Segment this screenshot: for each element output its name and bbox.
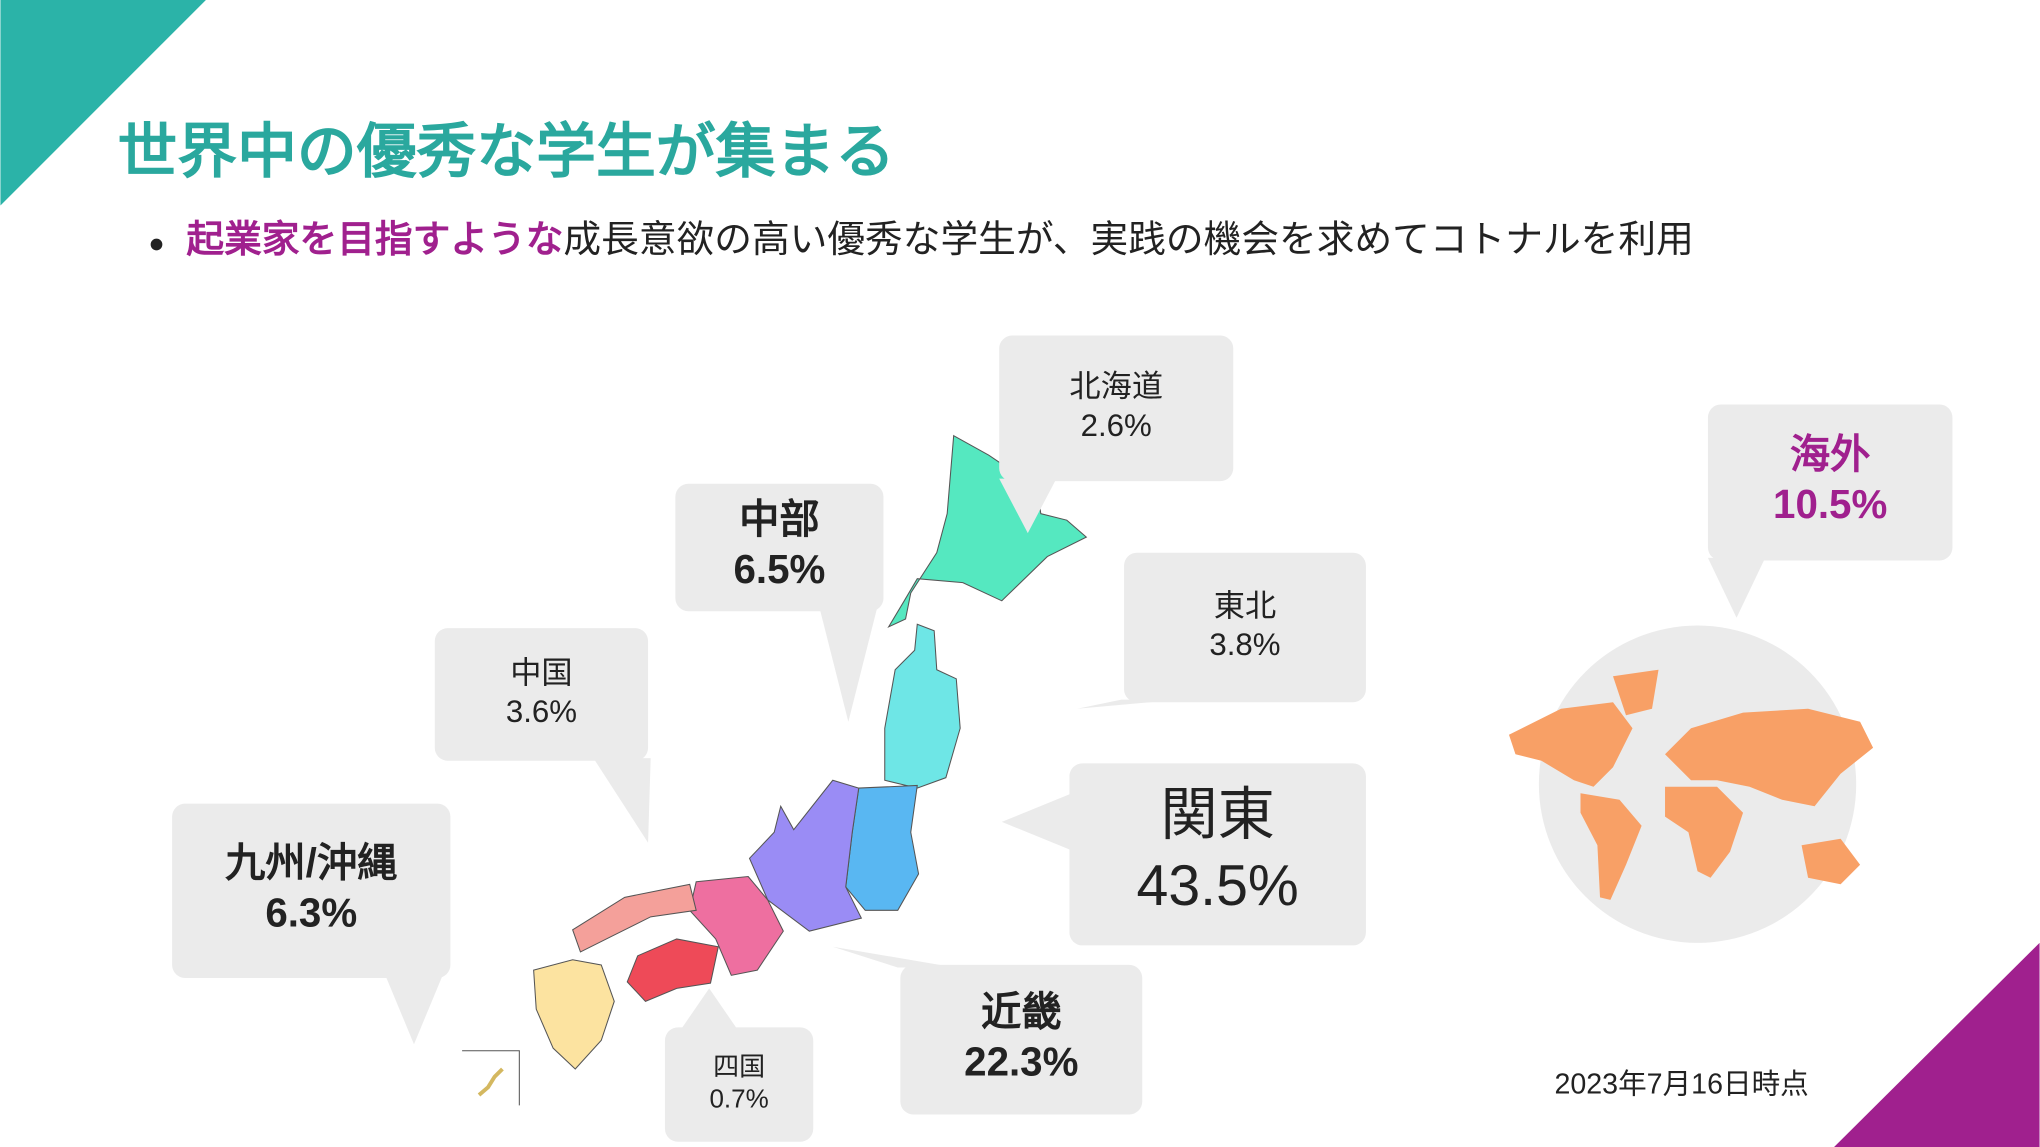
kinki: [689, 875, 784, 976]
region-name: 東北: [1214, 588, 1276, 623]
date-note: 2023年7月16日時点: [1554, 1068, 1808, 1100]
callout: 東北 3.8%: [1077, 552, 1366, 709]
north-america: [1508, 702, 1633, 787]
callout-tail: [385, 975, 443, 1045]
region-share: 0.7%: [709, 1084, 768, 1114]
region-name: 中国: [510, 655, 572, 690]
region-name: 中部: [739, 497, 820, 542]
corner-decoration: [1834, 942, 2040, 1147]
callout: 近畿 22.3%: [832, 946, 1143, 1115]
region-name: 近畿: [981, 989, 1062, 1034]
region-share: 10.5%: [1773, 482, 1887, 527]
callout-box: [999, 335, 1234, 482]
callout-box: [1124, 552, 1366, 703]
callout-box: [1069, 763, 1366, 946]
callout: 海外 10.5%: [1707, 404, 1953, 618]
bullet-text: 起業家を目指すような成長意欲の高い優秀な学生が、実践の機会を求めてコトナルを利用: [186, 218, 1693, 260]
world-map: [1508, 625, 1874, 943]
callout-tail: [1001, 793, 1073, 851]
callout-box: [900, 964, 1143, 1115]
corner-decoration: [0, 0, 206, 206]
region-name: 九州/沖縄: [225, 840, 397, 885]
bullet-dot: [150, 238, 163, 251]
south-america: [1580, 793, 1642, 900]
callout-tail: [999, 478, 1057, 534]
region-share: 3.8%: [1209, 627, 1280, 662]
callout-tail: [1707, 557, 1766, 618]
callout: 中国 3.6%: [434, 628, 651, 843]
callout: 関東 43.5%: [1001, 763, 1366, 946]
callout-tail: [593, 758, 651, 843]
bullet-body: 成長意欲の高い優秀な学生が、実践の機会を求めてコトナルを利用: [563, 218, 1693, 260]
callout: 九州/沖縄 6.3%: [172, 803, 451, 1045]
tohoku: [884, 623, 961, 789]
japan-map: [462, 434, 1088, 1106]
region-share: 6.5%: [733, 547, 825, 592]
eurasia: [1665, 708, 1874, 807]
region-share: 43.5%: [1137, 854, 1299, 918]
callout: 四国0.7%: [664, 988, 814, 1142]
chugoku: [572, 883, 697, 953]
region-share: 6.3%: [265, 890, 357, 935]
region-name: 北海道: [1069, 369, 1163, 404]
callout-box: [1707, 404, 1953, 561]
callout: 中部 6.5%: [675, 483, 884, 722]
australia: [1801, 838, 1861, 885]
callout-tail: [819, 608, 877, 722]
shikoku: [626, 938, 719, 1002]
chubu: [748, 779, 863, 932]
callout-tail: [680, 988, 738, 1030]
callout-box: [172, 803, 451, 978]
kyushu: [533, 959, 615, 1070]
region-name: 四国: [713, 1051, 765, 1081]
callout-tail: [832, 946, 955, 968]
callout-box: [664, 1027, 814, 1142]
region-name: 海外: [1790, 432, 1871, 477]
title: 世界中の優秀な学生が集まる: [117, 118, 895, 185]
okinawa-frame: [462, 1050, 520, 1106]
greenland: [1613, 669, 1659, 716]
bullet-highlight: 起業家を目指すような: [186, 218, 563, 260]
region-name: 関東: [1160, 783, 1274, 847]
africa: [1665, 786, 1744, 878]
callout-box: [434, 628, 649, 761]
callout: 北海道 2.6%: [999, 335, 1234, 534]
callout-box: [675, 483, 884, 612]
region-share: 2.6%: [1081, 408, 1152, 443]
region-share: 22.3%: [964, 1039, 1078, 1084]
region-share: 3.6%: [506, 694, 577, 729]
okinawa: [477, 1067, 504, 1097]
